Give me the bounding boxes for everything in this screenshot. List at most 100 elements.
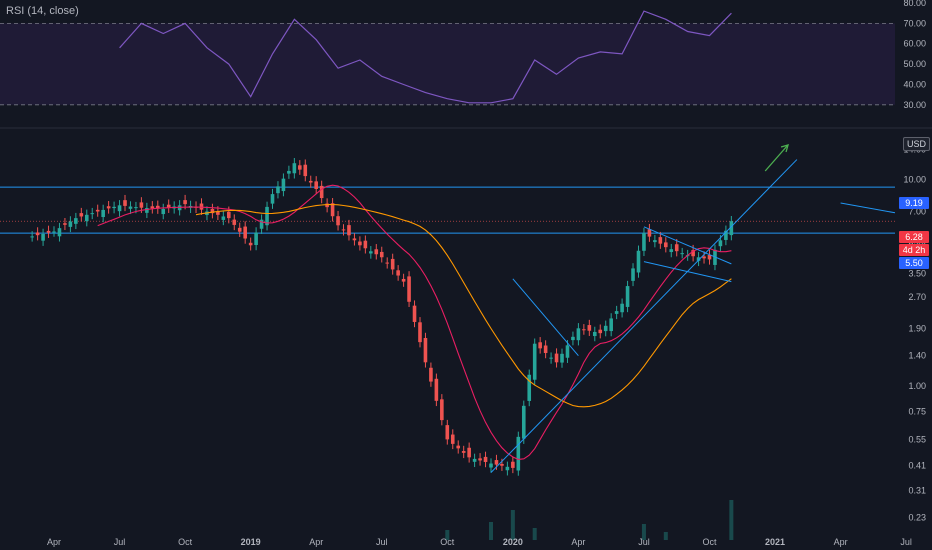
candle-body <box>505 466 510 471</box>
candle-body <box>117 205 122 212</box>
price-tick-label: 0.75 <box>908 407 926 417</box>
candle-body <box>423 338 428 363</box>
candle-body <box>674 244 679 252</box>
candle-body <box>248 242 253 246</box>
candle-body <box>489 463 493 468</box>
candle-body <box>691 250 695 257</box>
candle-body <box>456 445 461 449</box>
price-tag-lower-level: 5.50 <box>899 257 929 269</box>
candle-body <box>702 256 706 259</box>
candle-body <box>287 170 291 174</box>
rsi-tick-label: 50.00 <box>903 59 926 69</box>
candle-body <box>620 303 624 313</box>
candle-body <box>494 460 499 465</box>
candle-body <box>696 257 701 261</box>
candle-body <box>106 206 111 209</box>
volume-bar <box>663 532 668 540</box>
candle-body <box>95 209 100 212</box>
candle-body <box>319 185 324 199</box>
candle-body <box>587 325 592 331</box>
candle-body <box>292 163 297 174</box>
candle-body <box>166 204 171 208</box>
x-tick-label: Oct <box>702 537 717 547</box>
volume-bars <box>445 500 734 540</box>
candle-body <box>565 345 570 358</box>
candle-body <box>281 178 286 192</box>
volume-bar <box>489 522 493 540</box>
candle-body <box>330 203 335 217</box>
candle-body <box>592 331 597 337</box>
candle-body <box>341 229 346 231</box>
candle-body <box>401 278 406 282</box>
candle-body <box>216 211 220 215</box>
price-tag-countdown: 4d 2h <box>899 244 929 256</box>
x-tick-label: Oct <box>440 537 455 547</box>
x-tick-label: 2020 <box>503 537 523 547</box>
candle-body <box>227 211 231 219</box>
candle-body <box>35 232 40 236</box>
x-tick-label: Jul <box>638 537 650 547</box>
x-tick-label: Apr <box>834 537 848 547</box>
rsi-tick-label: 60.00 <box>903 39 926 49</box>
candle-body <box>358 241 362 246</box>
rsi-band <box>0 23 895 105</box>
candle-body <box>303 164 308 177</box>
rsi-tick-label: 30.00 <box>903 100 926 110</box>
volume-bar <box>641 524 646 540</box>
candle-body <box>571 336 575 341</box>
candle-body <box>68 221 73 227</box>
candle-body <box>112 206 116 209</box>
candle-body <box>123 200 127 206</box>
price-tick-label: 3.50 <box>908 269 926 279</box>
candle-body <box>521 405 526 439</box>
price-tick-label: 7.00 <box>908 206 926 216</box>
candle-body <box>647 229 652 237</box>
candle-body <box>598 329 603 334</box>
x-tick-label: Apr <box>309 537 323 547</box>
candle-body <box>582 329 586 331</box>
moving-average-slow <box>195 203 732 408</box>
candle-body <box>276 186 280 194</box>
price-tick-label: 2.70 <box>908 292 926 302</box>
candle-body <box>259 219 264 229</box>
x-tick-label: Apr <box>47 537 61 547</box>
candle-body <box>664 242 668 248</box>
candle-body <box>63 223 67 225</box>
candle-body <box>576 328 581 341</box>
rising-trendline <box>490 159 798 473</box>
volume-bar <box>510 510 515 540</box>
candle-body <box>396 270 400 276</box>
candle-body <box>527 374 532 401</box>
candle-body <box>472 458 477 462</box>
candle-body <box>347 225 351 236</box>
price-tag-last: 6.28 <box>899 231 929 243</box>
price-tick-label: 0.55 <box>908 434 926 444</box>
candle-body <box>653 240 657 243</box>
candle-body <box>385 262 390 264</box>
candle-body <box>467 447 471 458</box>
candle-body <box>41 233 45 241</box>
rsi-line <box>119 10 732 104</box>
candle-body <box>237 227 242 232</box>
candle-body <box>308 180 313 183</box>
currency-button[interactable]: USD <box>903 137 931 151</box>
candle-body <box>429 367 433 382</box>
price-tick-label: 0.31 <box>908 486 926 496</box>
candle-body <box>232 219 237 225</box>
price-tag-upper-level: 9.19 <box>899 197 929 209</box>
candle-body <box>128 206 133 209</box>
candle-body <box>450 434 455 444</box>
candle-body <box>314 181 318 189</box>
candle-body <box>603 325 608 332</box>
candle-body <box>74 218 78 224</box>
candle-body <box>718 240 723 247</box>
candle-body <box>445 425 450 440</box>
candle-body <box>418 322 422 343</box>
candle-body <box>369 251 373 254</box>
candle-body <box>625 286 630 307</box>
candle-body <box>560 353 564 363</box>
candle-body <box>511 461 515 468</box>
price-tick-label: 1.00 <box>908 381 926 391</box>
moving-average-fast <box>97 184 732 460</box>
